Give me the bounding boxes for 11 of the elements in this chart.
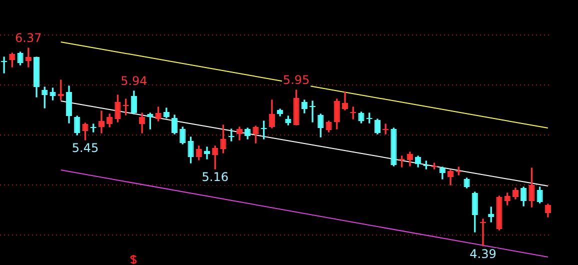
annotation: 5.45 (72, 141, 99, 156)
candlestick (309, 100, 316, 122)
candlestick (204, 146, 210, 160)
annotation: 4.39 (470, 247, 496, 262)
candlestick (1, 56, 8, 74)
candlestick (98, 110, 105, 134)
annotation: 6.37 (15, 31, 42, 46)
candlestick (480, 218, 486, 246)
annotation: 5.95 (282, 73, 310, 88)
annotation: 5.16 (202, 170, 228, 184)
annotation: 5.94 (120, 74, 148, 88)
